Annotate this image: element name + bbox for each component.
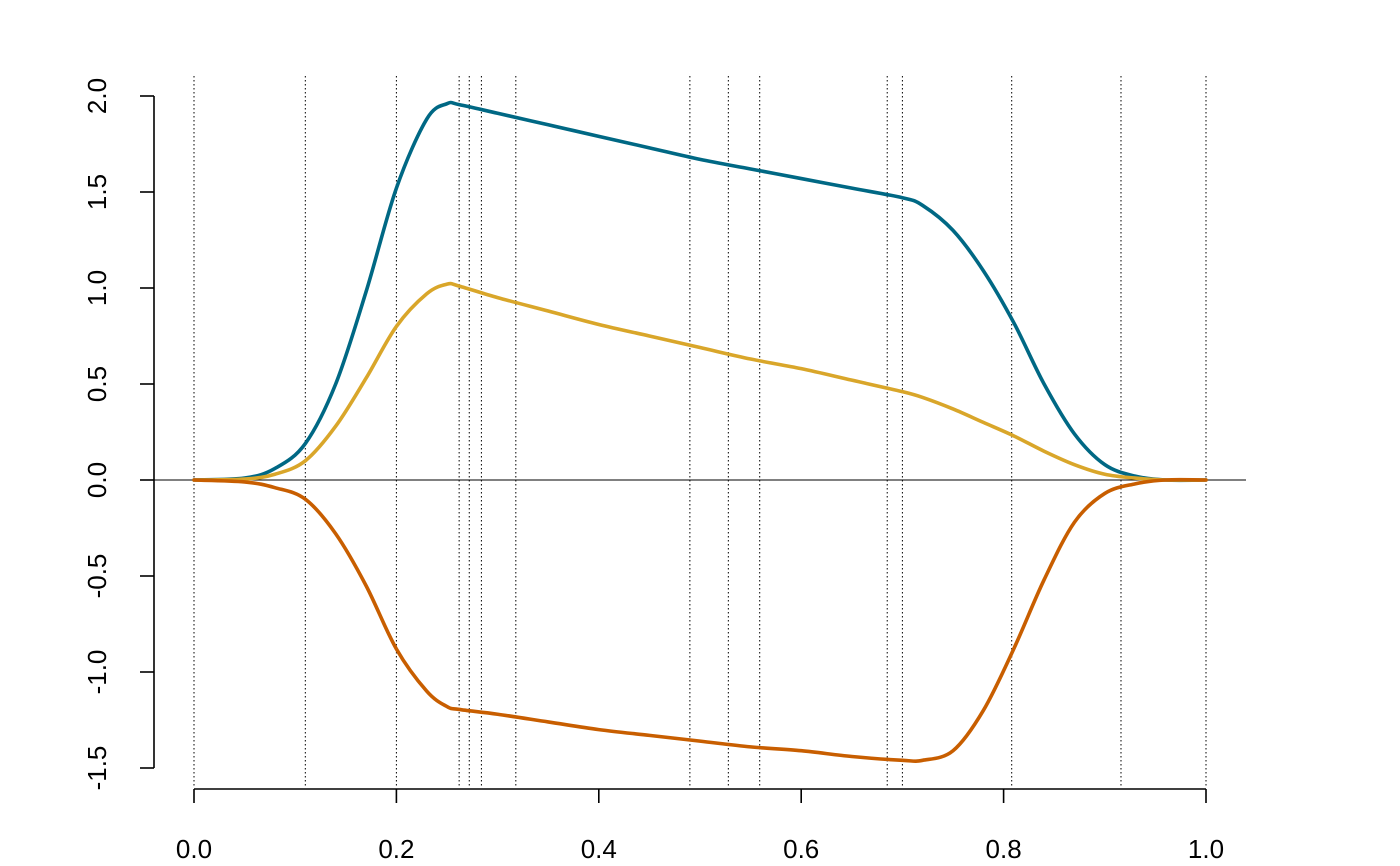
- y-tick-label: -0.5: [82, 554, 112, 599]
- x-tick-label: 0.8: [986, 834, 1022, 864]
- x-tick-label: 1.0: [1188, 834, 1224, 864]
- series-group: [192, 100, 1208, 763]
- x-axis: 0.0 0.2 0.4 0.6 0.8 1.0: [176, 788, 1224, 864]
- x-tick-label: 0.4: [581, 834, 617, 864]
- y-tick-label: -1.0: [82, 650, 112, 695]
- series-line-1: [192, 100, 1208, 483]
- x-tick-label: 0.0: [176, 834, 212, 864]
- y-tick-label: -1.5: [82, 746, 112, 791]
- y-tick-label: 2.0: [82, 78, 112, 114]
- y-tick-label: 0.5: [82, 366, 112, 402]
- vertical-reference-lines: [193, 76, 1207, 788]
- series-line-2: [192, 281, 1208, 482]
- y-axis: -1.5 -1.0 -0.5 0.0 0.5 1.0 1.5 2.0: [82, 78, 155, 791]
- series-line-3: [192, 477, 1208, 763]
- x-tick-label: 0.2: [378, 834, 414, 864]
- y-tick-label: 1.5: [82, 174, 112, 210]
- x-tick-label: 0.6: [783, 834, 819, 864]
- y-tick-label: 0.0: [82, 462, 112, 498]
- y-tick-label: 1.0: [82, 270, 112, 306]
